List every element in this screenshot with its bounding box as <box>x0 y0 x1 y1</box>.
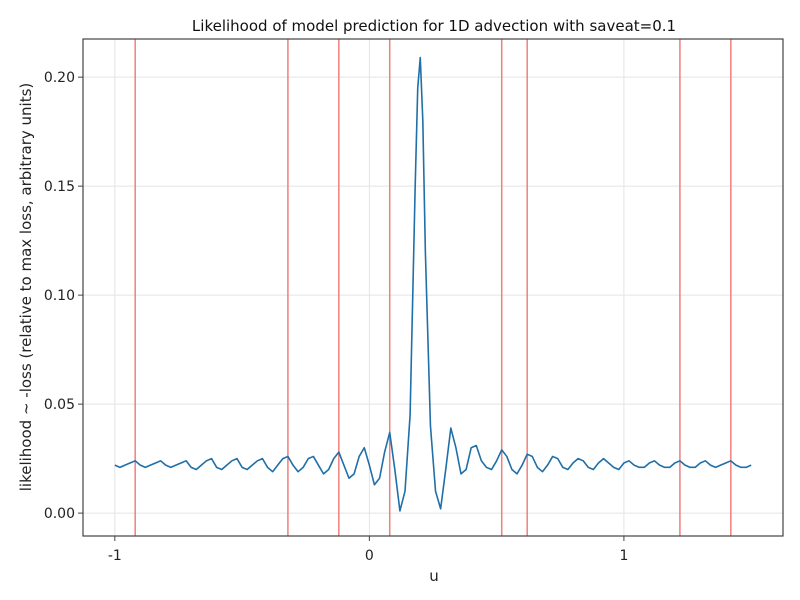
plot-frame <box>82 38 784 537</box>
y-axis-label: likelihood ~ -loss (relative to max loss… <box>17 83 35 492</box>
x-tick-label-0: -1 <box>108 548 122 564</box>
y-tick-label-1: 0.05 <box>44 397 75 413</box>
x-axis: -1 0 1 <box>108 536 628 564</box>
series-group <box>114 56 752 512</box>
y-tick-label-4: 0.20 <box>44 70 75 86</box>
x-axis-label: u <box>429 567 439 585</box>
series-line-0 <box>114 56 752 512</box>
vertical-lines <box>134 39 732 536</box>
y-tick-label-0: 0.00 <box>44 506 75 522</box>
y-axis: 0.00 0.05 0.10 0.15 0.20 <box>44 70 83 522</box>
grid <box>83 39 783 536</box>
chart-title: Likelihood of model prediction for 1D ad… <box>192 17 676 35</box>
y-tick-label-3: 0.15 <box>44 179 75 195</box>
y-tick-label-2: 0.10 <box>44 288 75 304</box>
x-tick-label-2: 1 <box>619 548 628 564</box>
x-tick-label-1: 0 <box>365 548 374 564</box>
